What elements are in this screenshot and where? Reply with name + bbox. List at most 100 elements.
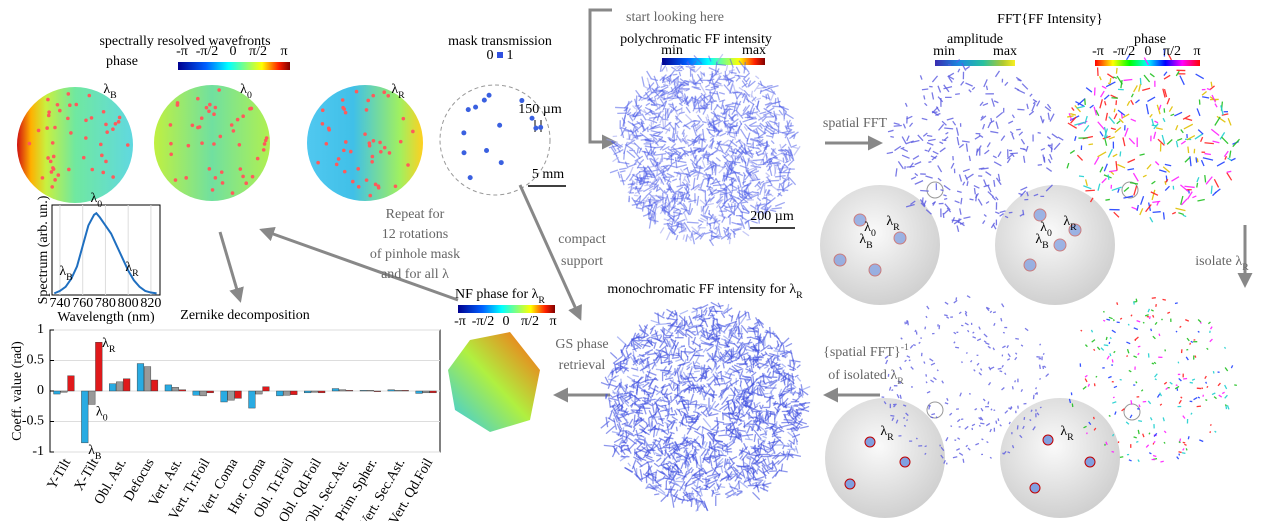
bar bbox=[88, 391, 95, 404]
speckle bbox=[967, 296, 970, 298]
speckle bbox=[901, 338, 903, 339]
speckle bbox=[1157, 394, 1159, 397]
speckle bbox=[626, 341, 631, 350]
speckle bbox=[1192, 379, 1195, 380]
speckle bbox=[1150, 417, 1151, 420]
speckle bbox=[928, 139, 936, 140]
speckle bbox=[1115, 411, 1116, 414]
label: GS phase bbox=[555, 337, 608, 352]
speckle bbox=[945, 403, 948, 404]
speckle bbox=[1070, 150, 1074, 153]
speckle bbox=[772, 186, 779, 191]
speckle bbox=[684, 133, 685, 137]
speckle bbox=[722, 445, 723, 450]
speckle bbox=[1225, 395, 1228, 398]
speckle bbox=[783, 170, 786, 172]
bar bbox=[54, 391, 61, 394]
speckle bbox=[1192, 196, 1196, 198]
speckle bbox=[979, 425, 980, 426]
zoom-spot bbox=[845, 479, 855, 489]
speckle bbox=[994, 410, 996, 411]
speckle bbox=[1179, 454, 1180, 456]
speckle bbox=[1131, 100, 1134, 105]
bar bbox=[256, 391, 263, 394]
speckle bbox=[904, 425, 906, 426]
speckle bbox=[915, 162, 921, 165]
speckle bbox=[662, 117, 663, 128]
speckle bbox=[1022, 84, 1028, 90]
speckle bbox=[672, 496, 674, 507]
decor-dot bbox=[58, 109, 62, 113]
speckle bbox=[746, 78, 749, 82]
speckle bbox=[640, 133, 649, 140]
speckle bbox=[782, 364, 786, 367]
speckle bbox=[658, 313, 659, 324]
decor-dot bbox=[402, 117, 406, 121]
speckle bbox=[1147, 97, 1155, 101]
decor-dot bbox=[218, 135, 222, 139]
speckle bbox=[902, 155, 909, 158]
decor-dot bbox=[482, 98, 487, 103]
speckle bbox=[694, 371, 700, 372]
speckle bbox=[628, 164, 636, 167]
speckle bbox=[800, 426, 809, 428]
speckle bbox=[1104, 164, 1107, 172]
speckle bbox=[1180, 185, 1188, 192]
decor-dot bbox=[466, 107, 471, 112]
decor-dot bbox=[256, 157, 260, 161]
decor-dot bbox=[335, 163, 339, 167]
speckle bbox=[686, 107, 690, 113]
speckle bbox=[763, 181, 771, 183]
arrow bbox=[220, 232, 240, 300]
speckle bbox=[1171, 114, 1175, 115]
speckle bbox=[1077, 106, 1085, 108]
speckle bbox=[975, 443, 978, 444]
label: and for all λ bbox=[381, 267, 449, 282]
speckle bbox=[987, 142, 990, 147]
speckle bbox=[601, 421, 610, 428]
speckle bbox=[1026, 146, 1028, 152]
colorbar-tick: π/2 bbox=[249, 44, 267, 59]
speckle bbox=[703, 348, 706, 352]
speckle bbox=[913, 156, 919, 160]
speckle bbox=[947, 118, 954, 120]
decor-dot bbox=[50, 185, 54, 189]
subscript: 0 bbox=[1047, 228, 1052, 239]
label: Repeat for bbox=[386, 207, 445, 222]
decor-dot bbox=[238, 143, 242, 147]
speckle bbox=[1021, 139, 1024, 144]
speckle bbox=[897, 394, 899, 398]
speckle bbox=[929, 359, 933, 361]
speckle bbox=[957, 419, 960, 421]
speckle bbox=[676, 235, 678, 240]
speckle bbox=[742, 221, 743, 226]
speckle bbox=[795, 375, 799, 377]
speckle bbox=[801, 406, 809, 409]
speckle bbox=[1135, 337, 1138, 340]
figure: spectrally resolved wavefrontsphase-π-π/… bbox=[0, 0, 1263, 521]
speckle bbox=[691, 498, 692, 507]
speckle bbox=[625, 162, 628, 169]
speckle bbox=[748, 312, 749, 318]
speckle bbox=[1144, 75, 1150, 82]
speckle bbox=[1165, 164, 1171, 165]
speckle bbox=[738, 326, 739, 338]
speckle bbox=[747, 426, 750, 433]
decor-dot bbox=[104, 123, 108, 127]
speckle bbox=[965, 83, 972, 86]
speckle bbox=[1176, 125, 1178, 130]
subscript: B bbox=[66, 272, 73, 283]
speckle bbox=[933, 378, 936, 380]
speckle bbox=[680, 310, 688, 314]
speckle bbox=[739, 314, 740, 325]
speckle bbox=[649, 117, 659, 118]
speckle bbox=[670, 432, 675, 433]
speckle bbox=[1152, 363, 1154, 364]
speckle bbox=[757, 87, 768, 88]
page: Figure recreation { "top_left": {"title"… bbox=[0, 0, 1263, 521]
speckle bbox=[968, 330, 969, 332]
speckle bbox=[1155, 161, 1158, 165]
decor-dot bbox=[191, 123, 195, 127]
speckle bbox=[1015, 357, 1017, 360]
speckle bbox=[983, 124, 985, 129]
